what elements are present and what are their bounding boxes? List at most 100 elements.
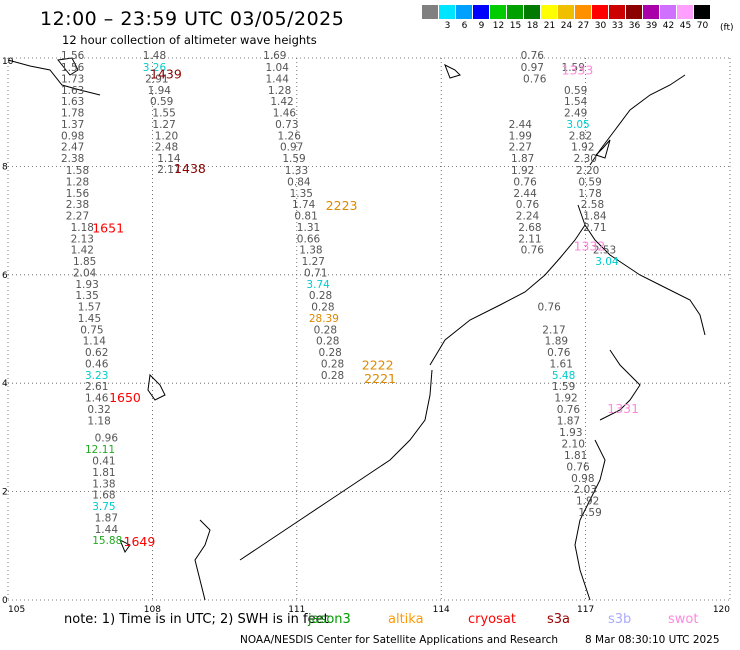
scale-label: 12 — [492, 21, 505, 31]
scale-label: 70 — [696, 21, 709, 31]
wave-height-value: 0.28 — [316, 336, 339, 348]
track-pass-label: 2221 — [364, 371, 396, 386]
wave-height-value: 1.31 — [297, 222, 320, 234]
wave-height-value: 1.73 — [61, 73, 84, 85]
wave-height-value: 1.59 — [552, 381, 575, 393]
coast-palawan — [595, 139, 611, 159]
wave-height-value: 1.20 — [155, 130, 178, 142]
wave-height-value: 0.97 — [521, 62, 544, 74]
wave-height-value: 1.99 — [509, 130, 532, 142]
wave-height-value: 2.61 — [85, 381, 108, 393]
scale-label: 36 — [628, 21, 641, 31]
wave-height-value: 1.92 — [576, 496, 599, 508]
scale-swatch — [541, 5, 558, 19]
scale-swatch — [524, 5, 541, 19]
wave-height-value: 28.39 — [309, 313, 339, 325]
wave-height-value: 3.26 — [143, 62, 167, 74]
scale-label: 27 — [577, 21, 590, 31]
track-pass-label: 1650 — [109, 390, 141, 405]
coast-sarawak — [239, 369, 433, 561]
wave-height-value: 1.44 — [266, 73, 290, 85]
wave-height-value: 2.49 — [564, 108, 587, 120]
wave-height-value: 2.48 — [155, 142, 178, 154]
wave-height-value: 0.84 — [287, 176, 311, 188]
wave-height-value: 1.74 — [292, 199, 316, 211]
wave-height-value: 2.58 — [581, 199, 604, 211]
wave-height-value: 1.35 — [75, 290, 98, 302]
scale-swatch — [643, 5, 660, 19]
scale-label: 33 — [611, 21, 624, 31]
wave-height-value: 3.74 — [306, 279, 330, 291]
wave-height-value: 2.10 — [562, 439, 585, 451]
wave-height-value: 1.87 — [95, 512, 118, 524]
wave-height-value: 1.59 — [578, 507, 601, 519]
wave-height-value: 2.68 — [518, 222, 541, 234]
map-title: 12:00 – 23:59 UTC 03/05/2025 — [40, 8, 345, 30]
wave-height-value: 1.35 — [290, 188, 313, 200]
wave-height-value: 1.46 — [273, 108, 297, 120]
scale-swatch — [694, 5, 711, 19]
x-tick-label: 114 — [433, 605, 450, 615]
wave-height-value: 2.38 — [66, 199, 89, 211]
generated-timestamp: 8 Mar 08:30:10 UTC 2025 — [585, 634, 720, 646]
map-subtitle: 12 hour collection of altimeter wave hei… — [62, 33, 317, 47]
wave-height-value: 0.98 — [61, 130, 84, 142]
y-tick-label: 8 — [2, 162, 8, 172]
wave-height-value: 0.76 — [516, 199, 540, 211]
wave-height-value: 2.38 — [61, 153, 84, 165]
wave-height-value: 0.97 — [280, 142, 303, 154]
wave-height-value: 1.38 — [92, 478, 115, 490]
coast-vietnam-south — [57, 57, 79, 76]
coast-sumatra-islands — [147, 373, 166, 401]
coast-borneo-northwest — [429, 204, 586, 366]
wave-height-value: 1.89 — [545, 336, 568, 348]
wave-height-value: 2.44 — [509, 119, 533, 131]
track-pass-label: 1438 — [174, 161, 206, 176]
y-tick-label: 10 — [2, 57, 14, 67]
legend-item-s3a: s3a — [547, 612, 571, 627]
coastline — [7, 57, 706, 601]
wave-height-value: 0.71 — [304, 267, 327, 279]
scale-swatch — [422, 5, 439, 19]
x-tick-label: 105 — [8, 605, 25, 615]
wave-height-value: 2.03 — [574, 484, 597, 496]
wave-height-value: 1.56 — [66, 188, 90, 200]
wave-height-value: 1.46 — [85, 393, 109, 405]
y-tick-label: 2 — [2, 488, 8, 498]
wave-height-value: 2.13 — [71, 233, 94, 245]
wave-height-value: 1.28 — [268, 85, 291, 97]
wave-height-value: 2.27 — [66, 211, 89, 223]
wave-height-value: 3.23 — [85, 370, 108, 382]
wave-height-value: 1.55 — [152, 108, 175, 120]
wave-height-value: 0.32 — [87, 404, 110, 416]
wave-height-value: 1.61 — [550, 358, 573, 370]
wave-height-value: 1.54 — [564, 96, 588, 108]
color-scale-bar — [422, 5, 711, 19]
scale-swatch — [660, 5, 677, 19]
credit-line: NOAA/NESDIS Center for Satellite Applica… — [240, 634, 558, 646]
wave-height-value: 1.59 — [562, 62, 585, 74]
wave-height-value: 1.56 — [61, 50, 85, 62]
wave-height-value: 0.28 — [318, 347, 341, 359]
scale-swatch — [626, 5, 643, 19]
wave-height-value: 2.17 — [542, 324, 565, 336]
wave-height-value: 1.93 — [559, 427, 582, 439]
wave-height-value: 1.94 — [148, 85, 172, 97]
color-scale-unit: (ft) — [720, 23, 734, 33]
scale-label: 24 — [560, 21, 573, 31]
legend-item-jason3: jason3 — [308, 612, 351, 627]
wave-height-value: 1.48 — [143, 50, 166, 62]
wave-height-value: 1.81 — [564, 450, 587, 462]
axis-ticks: 105 108 111 114 117 120 0 2 4 6 8 10 — [2, 57, 730, 615]
coast-borneo-north — [589, 74, 686, 166]
wave-height-value: 1.42 — [71, 245, 94, 257]
wave-height-value: 0.28 — [314, 324, 337, 336]
wave-height-value: 0.76 — [537, 302, 561, 314]
coast-bangka — [194, 519, 211, 601]
wave-height-value: 2.17 — [157, 164, 180, 176]
wave-height-value: 0.46 — [85, 358, 109, 370]
scale-swatch — [677, 5, 694, 19]
wave-height-value: 1.33 — [285, 165, 308, 177]
wave-height-value: 1.14 — [83, 336, 107, 348]
legend-item-s3b: s3b — [608, 612, 632, 627]
